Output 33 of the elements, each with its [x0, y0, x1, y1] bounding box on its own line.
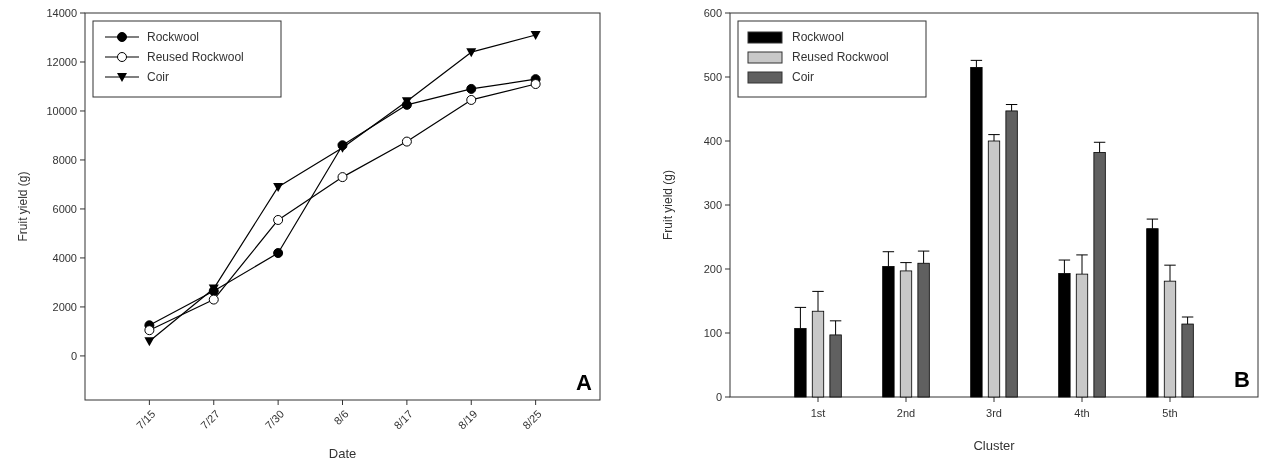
y-axis-title: Fruit yield (g) [661, 169, 675, 241]
y-tick-label: 200 [703, 262, 722, 275]
y-tick-label: 300 [703, 198, 722, 211]
x-tick-label: 5th [1162, 407, 1178, 419]
y-axis-title: Fruit yield (g) [16, 171, 30, 242]
y-tick-label: 0 [715, 390, 722, 403]
x-tick-label: 1st [810, 407, 826, 419]
legend-label: Reused Rockwool [792, 50, 889, 65]
legend-label: Coir [147, 70, 170, 85]
y-tick-label: 600 [703, 6, 722, 19]
y-tick-label: 14000 [46, 6, 77, 19]
x-tick-label: 8/6 [331, 407, 351, 427]
y-tick-label: 100 [703, 326, 722, 339]
y-tick-label: 8000 [52, 153, 77, 166]
x-tick-label: 3rd [986, 407, 1002, 419]
y-tick-label: 6000 [52, 202, 77, 215]
y-tick-label: 12000 [46, 55, 77, 68]
y-tick-label: 2000 [52, 300, 77, 313]
y-tick-label: 500 [703, 70, 722, 83]
legend-label: Rockwool [147, 30, 200, 45]
y-tick-label: 0 [70, 349, 77, 362]
annotation: A [576, 370, 593, 395]
x-tick-label: 2nd [896, 407, 916, 419]
x-tick-label: 4th [1074, 407, 1090, 419]
x-axis-title: Date [328, 446, 357, 461]
legend-label: Coir [792, 70, 815, 85]
annotation: B [1234, 367, 1250, 392]
y-tick-label: 4000 [52, 251, 77, 264]
y-tick-label: 400 [703, 134, 722, 147]
x-axis-title: Cluster [973, 438, 1016, 453]
legend-label: Reused Rockwool [147, 50, 244, 65]
legend-label: Rockwool [792, 30, 845, 45]
y-tick-label: 10000 [46, 104, 77, 117]
